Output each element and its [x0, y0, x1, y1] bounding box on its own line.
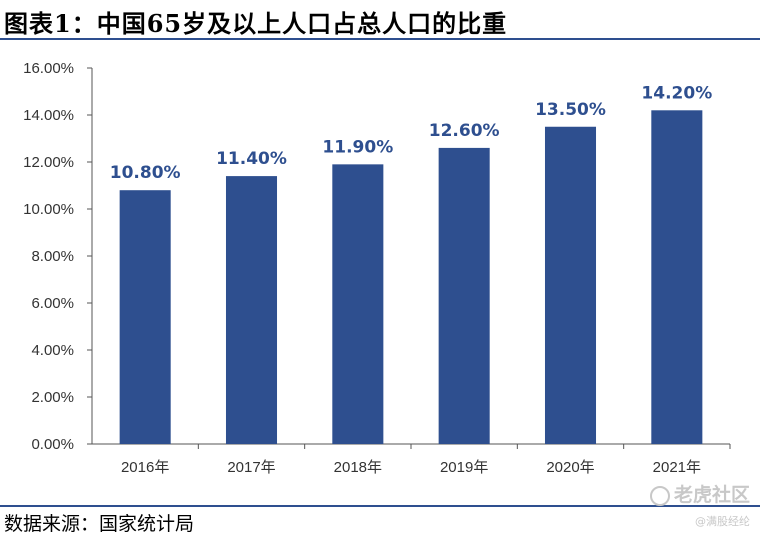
y-tick-label: 2.00% — [31, 389, 74, 406]
y-tick-label: 0.00% — [31, 436, 74, 453]
x-tick-label: 2018年 — [334, 459, 382, 476]
watermark: 老虎社区 @满股经纶 — [649, 480, 750, 529]
y-tick-label: 8.00% — [31, 248, 74, 265]
bar-chart: 0.00% 2.00% 4.00% 6.00% 8.00% 10.00% 12.00% 14.… — [23, 60, 731, 476]
data-label: 13.50% — [535, 100, 606, 120]
data-label: 14.20% — [641, 83, 712, 103]
data-label: 11.90% — [322, 137, 393, 157]
source-note: 数据来源：国家统计局 — [4, 513, 195, 535]
chart-axes: 0.00% 2.00% 4.00% 6.00% 8.00% 10.00% 12.00% 14.… — [23, 60, 731, 453]
data-label: 10.80% — [110, 163, 181, 183]
y-tick-label: 12.00% — [23, 154, 74, 171]
y-tick-label: 10.00% — [23, 201, 74, 218]
bar — [438, 147, 490, 444]
x-tick-label: 2021年 — [653, 459, 701, 476]
data-label: 11.40% — [216, 149, 287, 169]
chart-bars — [119, 110, 703, 445]
chart-labels: 2016年 10.80% 2017年 11.40% 2018年 11.90% 2019年 12… — [110, 83, 712, 476]
bar — [651, 110, 703, 445]
y-tick-label: 4.00% — [31, 342, 74, 359]
bar — [119, 190, 171, 444]
y-tick-label: 14.00% — [23, 107, 74, 124]
x-tick-label: 2019年 — [440, 459, 488, 476]
bar — [332, 164, 384, 444]
watermark-main-text: 老虎社区 — [673, 484, 750, 506]
top-rule — [0, 38, 760, 40]
data-label: 12.60% — [429, 121, 500, 141]
bottom-rule — [0, 505, 760, 507]
y-tick-label: 16.00% — [23, 60, 74, 77]
y-tick-label: 6.00% — [31, 295, 74, 312]
bar — [225, 176, 278, 444]
chart-title: 图表1：中国65岁及以上人口占总人口的比重 — [4, 9, 508, 38]
x-tick-label: 2020年 — [546, 459, 594, 476]
watermark-logo-icon — [649, 485, 670, 506]
x-tick-label: 2017年 — [227, 459, 275, 476]
bar — [544, 126, 597, 444]
watermark-main: 老虎社区 — [649, 480, 750, 507]
watermark-sub: @满股经纶 — [695, 515, 750, 528]
x-tick-label: 2016年 — [121, 459, 169, 476]
